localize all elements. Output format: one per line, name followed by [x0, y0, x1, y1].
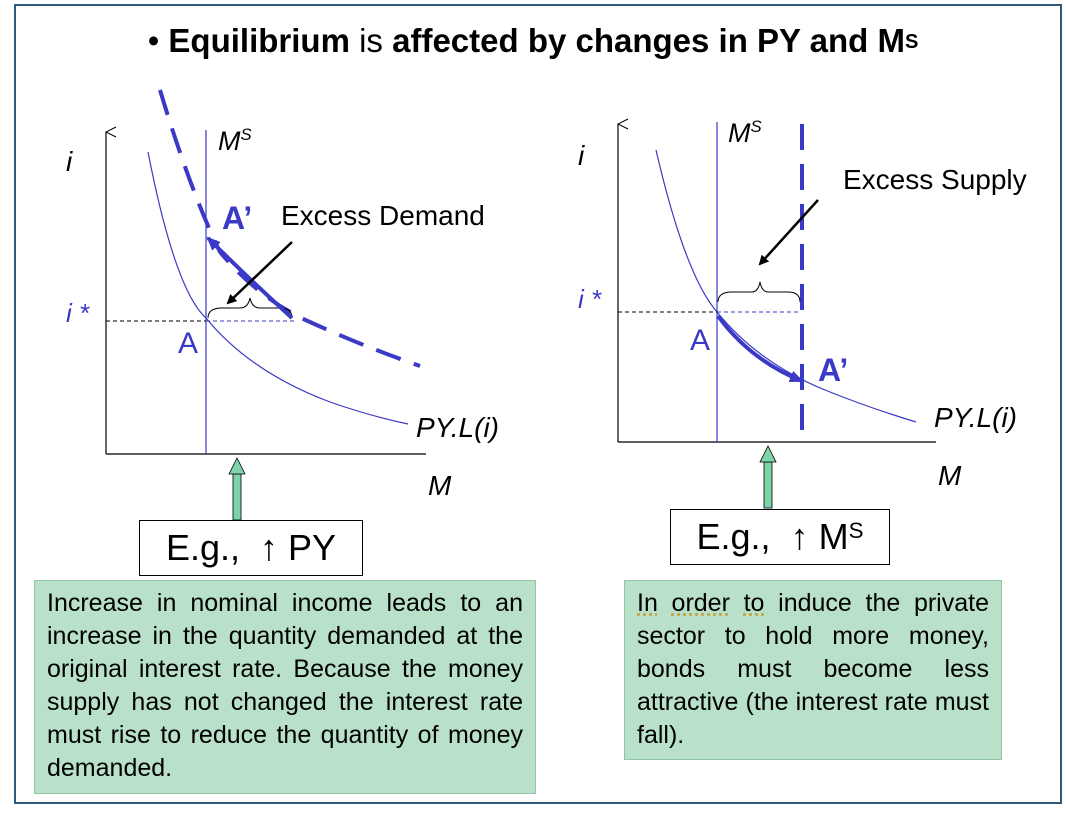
left-x-axis-label: M	[428, 470, 452, 501]
left-eg-prefix: E.g.,	[165, 527, 240, 568]
right-movement-arrow	[716, 314, 804, 383]
right-point-a: A	[690, 324, 711, 357]
up-arrow-icon: ↑	[790, 516, 809, 557]
left-annotation-arrow	[226, 241, 293, 305]
left-y-axis-label: i	[66, 146, 73, 177]
right-eg-change: ↑ MS	[790, 516, 864, 557]
left-graph	[106, 89, 426, 521]
right-x-axis-label: M	[938, 460, 962, 491]
left-annotation: Excess Demand	[281, 200, 485, 231]
left-example-box: E.g., ↑ PY	[139, 520, 363, 576]
up-arrow-icon: ↑	[260, 527, 278, 568]
right-i-star-label: i *	[578, 284, 602, 314]
right-demand-curve	[655, 149, 917, 423]
slide-frame	[14, 4, 1062, 804]
left-green-arrow-head	[228, 457, 246, 475]
right-annotation-arrow	[758, 199, 819, 266]
left-shifted-demand-curve	[158, 89, 421, 368]
left-brace	[207, 297, 293, 319]
left-point-a: A	[178, 327, 199, 360]
right-green-arrow-head	[759, 445, 777, 463]
left-demand-curve	[147, 151, 409, 425]
left-eg-change: ↑ PY	[260, 527, 337, 568]
right-ms-label: MS	[728, 117, 762, 148]
right-green-arrow-shaft	[763, 461, 773, 509]
title-bullet: •	[147, 22, 160, 59]
left-ms-label: MS	[218, 125, 252, 156]
right-explanation-note: In order to induce the private sector to…	[624, 580, 1002, 760]
left-point-a-prime: A’	[222, 200, 253, 236]
left-green-arrow-shaft	[232, 473, 242, 521]
title-bold-2: affected by changes in PY and MS	[392, 22, 919, 59]
right-eg-prefix: E.g.,	[696, 516, 771, 557]
right-curve-label: PY.L(i)	[934, 402, 1018, 433]
right-annotation: Excess Supply	[843, 164, 1027, 195]
right-graph	[618, 122, 936, 509]
right-point-a-prime: A’	[818, 352, 849, 388]
left-i-star-label: i *	[66, 298, 90, 328]
right-example-box: E.g., ↑ MS	[670, 509, 890, 565]
title-normal: is	[359, 22, 383, 59]
left-movement-arrow	[206, 236, 294, 320]
title-bold-1: Equilibrium	[168, 22, 350, 59]
slide-title: • Equilibrium is affected by changes in …	[0, 22, 1066, 60]
right-brace	[717, 281, 801, 303]
left-explanation-note: Increase in nominal income leads to an i…	[34, 580, 536, 794]
left-curve-label: PY.L(i)	[416, 412, 500, 443]
right-y-axis-label: i	[578, 140, 585, 171]
